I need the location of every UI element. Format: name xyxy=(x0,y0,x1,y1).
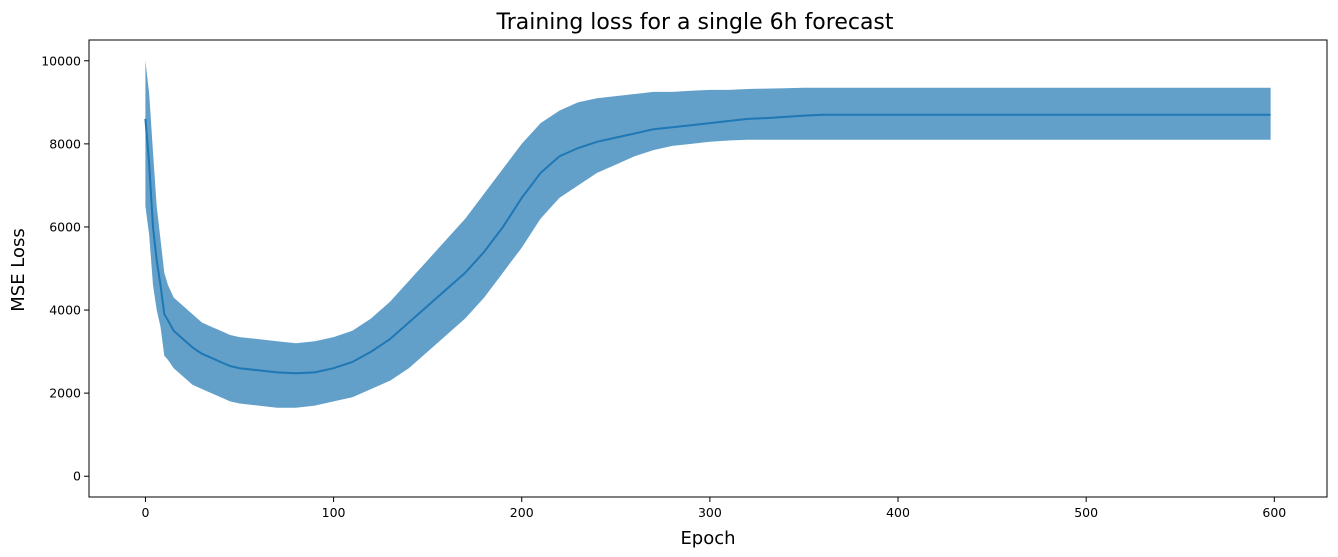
loss-confidence-band xyxy=(145,60,1271,408)
x-tick-label: 0 xyxy=(141,505,149,520)
y-axis-label: MSE Loss xyxy=(8,228,29,312)
axes-frame xyxy=(88,39,1328,498)
x-axis-ticks: 0 100 200 300 400 500 600 xyxy=(141,497,1286,520)
x-tick-label: 300 xyxy=(698,505,722,520)
y-tick-label: 4000 xyxy=(49,303,81,318)
plot-area xyxy=(144,60,1271,408)
x-tick-label: 100 xyxy=(322,505,346,520)
x-tick-label: 500 xyxy=(1074,505,1098,520)
y-axis-ticks: 0 2000 4000 6000 8000 10000 xyxy=(41,53,89,484)
x-tick-label: 400 xyxy=(886,505,910,520)
x-axis-label: Epoch xyxy=(680,528,735,549)
y-tick-label: 8000 xyxy=(49,136,81,151)
loss-mean-line xyxy=(144,113,1271,375)
y-tick-label: 10000 xyxy=(41,53,81,68)
y-tick-label: 6000 xyxy=(49,219,81,234)
chart-title: Training loss for a single 6h forecast xyxy=(495,10,893,35)
y-tick-label: 2000 xyxy=(49,386,81,401)
y-tick-label: 0 xyxy=(73,469,81,484)
x-tick-label: 600 xyxy=(1262,505,1286,520)
x-tick-label: 200 xyxy=(510,505,534,520)
